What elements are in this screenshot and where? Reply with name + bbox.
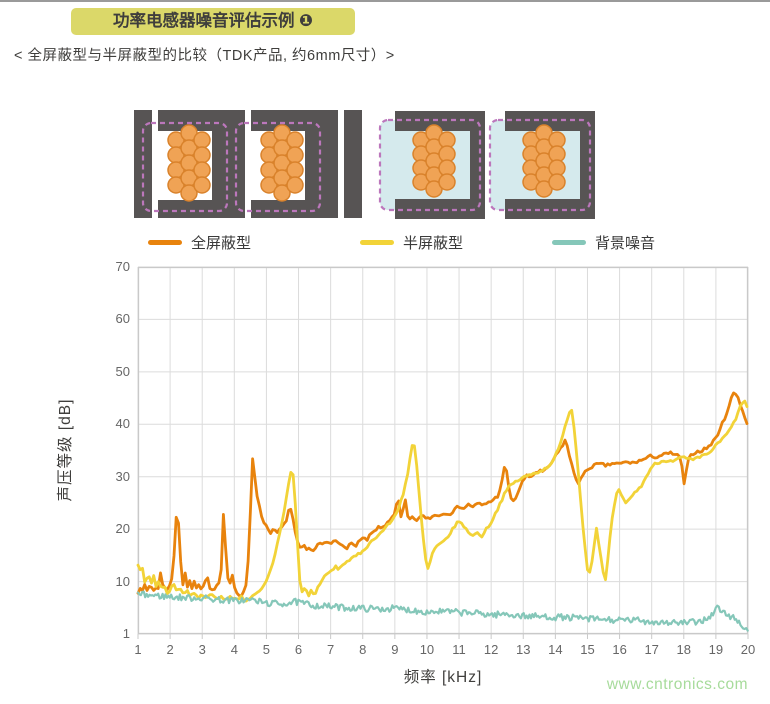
diagram-semi-shield [372,106,606,220]
line-chart: 声压等级 [dB] 1 2 3 4 5 6 7 8 9 10 11 12 13 14 15 16 17 18 19 2… [0,258,770,704]
x-tick-label: 4 [230,642,238,657]
x-tick-label: 18 [676,642,692,657]
series-line-1 [136,391,749,598]
y-tick-label: 50 [115,363,130,379]
core-edge-strip [134,110,152,218]
semi-shield-core-icon [378,111,595,219]
x-tick-label: 14 [548,642,563,657]
x-tick-label: 17 [644,642,659,657]
diagram-full-shield [134,106,368,220]
watermark: www.cntronics.com [606,676,748,693]
plot-area [136,266,749,639]
coil-icon [167,124,304,202]
x-tick-label: 1 [134,642,142,657]
x-tick-label: 16 [612,642,627,657]
x-tick-label: 11 [452,642,466,657]
x-tick-label: 19 [708,642,724,657]
legend-label: 半屏蔽型 [403,234,464,252]
x-tick-label: 6 [294,642,303,657]
x-tick-label: 8 [359,642,367,657]
package-outline [378,118,592,212]
legend-label: 背景噪音 [595,234,656,252]
y-tick-label: 20 [115,521,130,537]
legend-item-full-shield: 全屏蔽型 [148,233,252,252]
legend-swatch-background-noise [552,239,586,245]
x-tick-label: 5 [262,642,271,657]
y-axis-title: 声压等级 [dB] [57,398,74,502]
core-bottom-plate [395,199,485,219]
core-post [580,111,595,219]
y-tick-label: 70 [115,259,130,274]
y-tick-label: 40 [115,416,130,432]
x-tick-label: 9 [391,642,399,657]
plot-border [137,266,749,635]
full-shield-core-icon [134,110,362,218]
core-top-plate [395,111,485,131]
legend-item-semi-shield: 半屏蔽型 [360,233,464,252]
coil-icon [412,124,566,198]
x-axis-title: 频率 [kHz] [403,669,483,686]
x-tick-label: 3 [198,642,206,657]
y-tick-label: 60 [115,311,130,327]
x-tick-label: 20 [740,642,756,657]
series-line-3 [136,590,749,632]
legend-label: 全屏蔽型 [191,234,252,252]
package-outline [141,121,322,213]
x-tick-label: 7 [327,642,335,657]
x-tick-label: 13 [516,642,531,657]
legend-swatch-semi-shield [360,239,394,245]
y-tick-label: 30 [115,468,130,484]
subtitle: < 全屏蔽型与半屏蔽型的比较（TDK产品, 约6mm尺寸）> [14,48,395,64]
core-edge-strip [344,110,362,218]
y-tick-label: 10 [115,573,130,589]
y-tick-label: 1 [122,626,130,641]
series-line-2 [136,399,749,603]
x-tick-label: 15 [580,642,595,657]
core-top-plate [505,111,595,131]
x-tick-label: 2 [166,642,174,657]
legend-swatch-full-shield [148,239,182,245]
title-badge: 功率电感器噪音评估示例 ❶ [71,8,355,35]
top-divider [0,0,770,2]
x-tick-label: 12 [483,642,499,657]
core-post [470,111,485,219]
core-bottom-plate [505,199,595,219]
x-tick-label: 10 [419,642,435,657]
legend-item-background-noise: 背景噪音 [552,233,656,252]
